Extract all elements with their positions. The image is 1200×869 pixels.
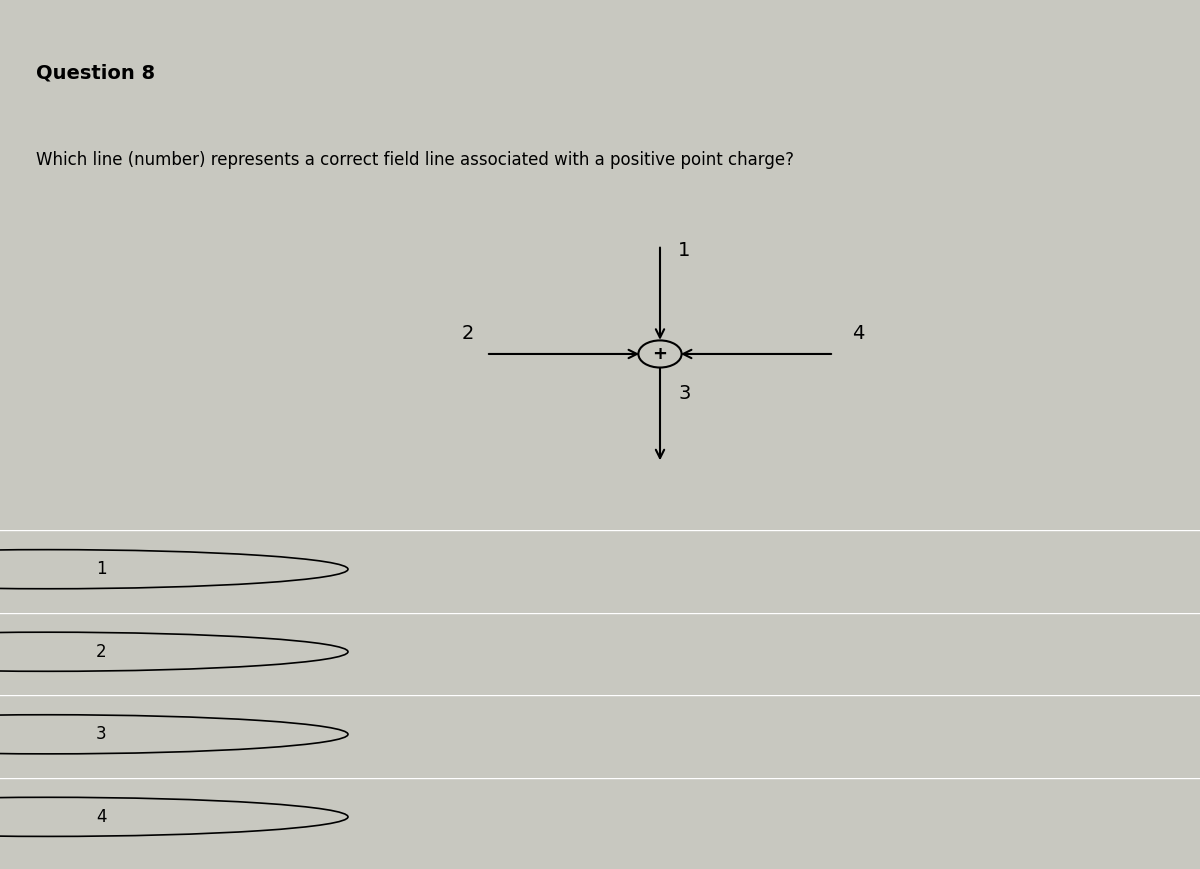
Text: 3: 3 — [678, 384, 690, 403]
Text: 1: 1 — [678, 241, 690, 260]
Text: 4: 4 — [852, 323, 864, 342]
Text: Which line (number) represents a correct field line associated with a positive p: Which line (number) represents a correct… — [36, 150, 794, 169]
Text: 3: 3 — [96, 726, 107, 743]
Text: +: + — [653, 345, 667, 363]
Text: 4: 4 — [96, 808, 107, 826]
Text: Question 8: Question 8 — [36, 63, 155, 83]
Text: 1: 1 — [96, 561, 107, 578]
Text: 2: 2 — [96, 643, 107, 660]
Text: 2: 2 — [462, 323, 474, 342]
